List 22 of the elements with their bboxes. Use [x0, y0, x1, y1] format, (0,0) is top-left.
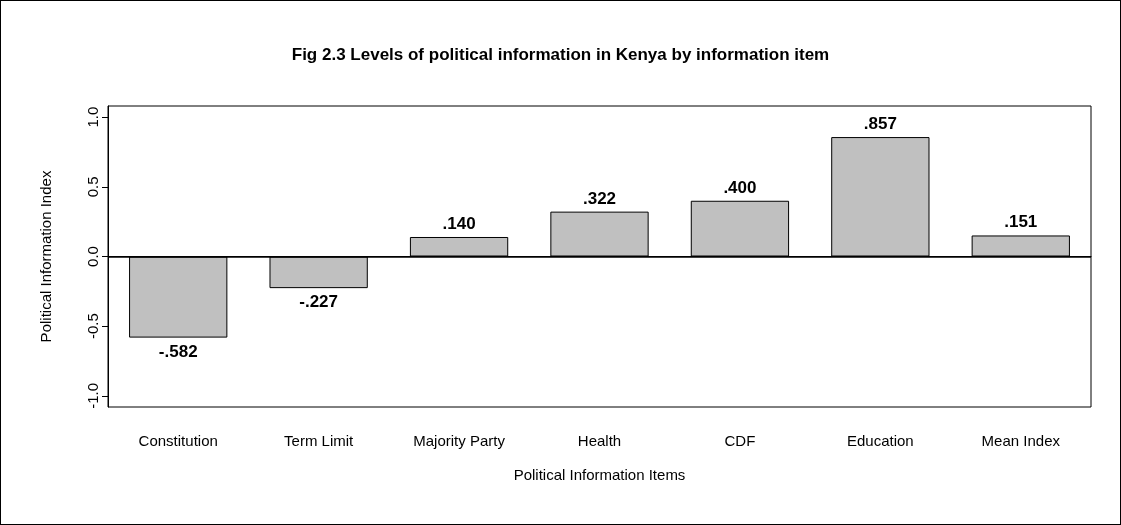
x-tick-label: Education [847, 432, 914, 449]
data-label: .322 [582, 188, 617, 208]
y-tick-label: -0.5 [84, 313, 101, 340]
y-tick-label: -1.0 [84, 382, 101, 409]
data-label: -.227 [299, 292, 339, 312]
x-tick-label: Term Limit [284, 432, 355, 449]
y-tick-label: 0.5 [84, 176, 101, 198]
y-axis-title: Political Information Index [37, 170, 54, 343]
x-axis-title: Political Information Items [513, 466, 686, 483]
x-tick-label: CDF [724, 432, 756, 449]
x-tick-label: Mean Index [981, 432, 1061, 449]
y-tick-label: 1.0 [84, 106, 101, 128]
data-label: -.582 [158, 341, 198, 361]
x-tick-label: Health [577, 432, 622, 449]
data-label: .857 [863, 114, 897, 134]
data-label: .151 [1004, 212, 1038, 232]
x-tick-label: Majority Party [413, 432, 506, 449]
data-label: .140 [442, 213, 476, 233]
y-tick-label: 0.0 [84, 246, 101, 267]
chart-title: Fig 2.3 Levels of political information in Kenya by information item [291, 45, 830, 64]
x-tick-label: Constitution [138, 432, 218, 449]
data-label: .400 [723, 177, 757, 197]
